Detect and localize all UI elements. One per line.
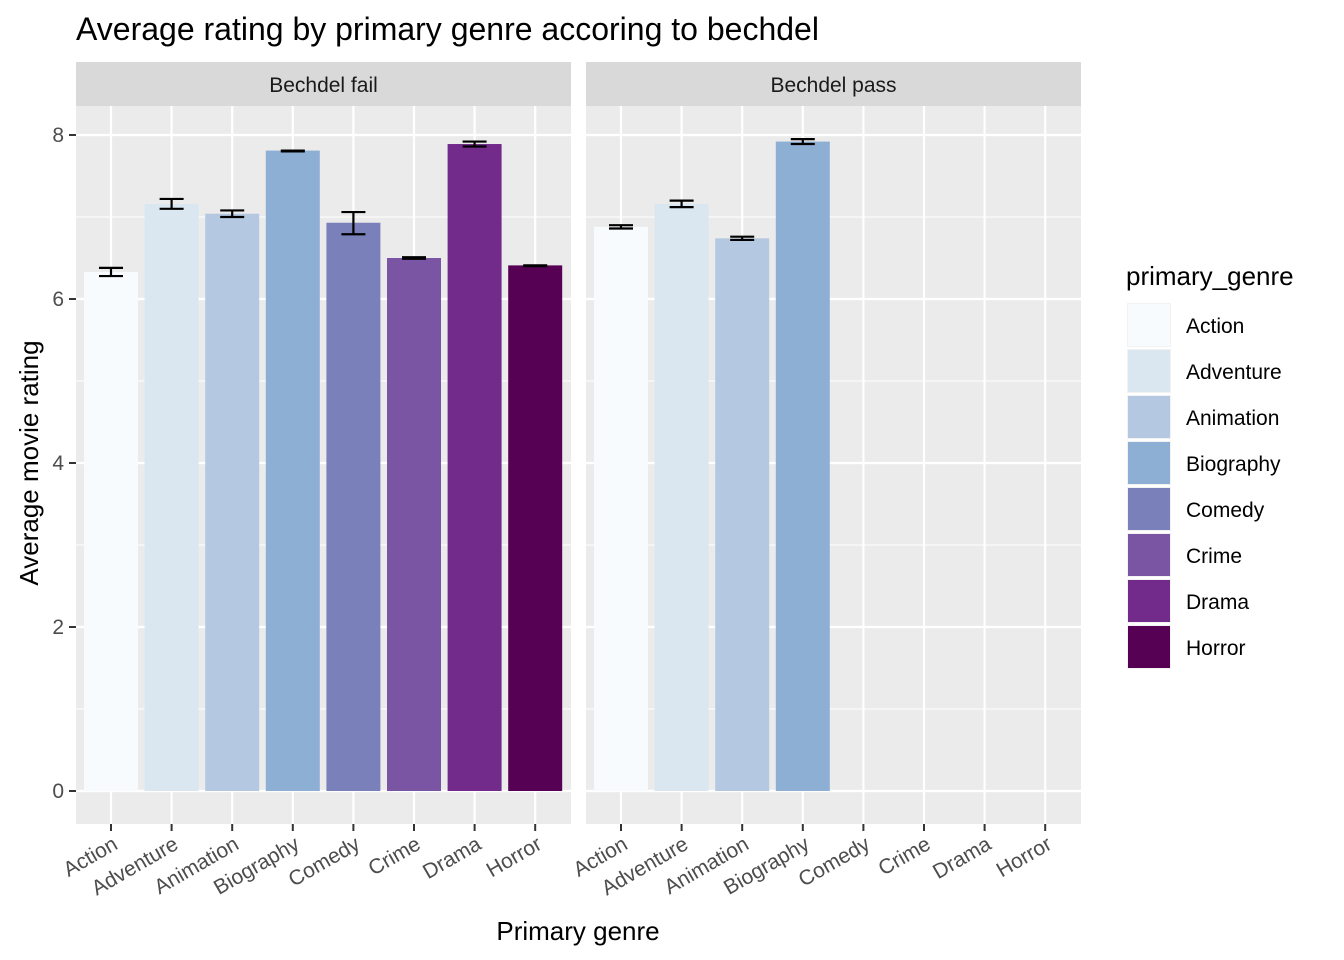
legend-key: [1128, 534, 1170, 576]
legend-label: Crime: [1186, 545, 1242, 568]
error-bar: [462, 140, 487, 148]
error-bar: [99, 266, 123, 278]
facet-panel: Bechdel passActionAdventureAnimationBiog…: [569, 62, 1081, 900]
error-bar: [402, 256, 426, 260]
bar-action: [594, 226, 648, 792]
legend-item: Drama: [1127, 579, 1249, 623]
legend: primary_genre Action Adventure Animation Bi…: [1126, 261, 1294, 669]
bar-adventure: [654, 203, 709, 791]
legend-key: [1128, 350, 1170, 392]
legend-item: Comedy: [1127, 487, 1265, 531]
bar-biography: [265, 150, 320, 791]
facet-strip: [586, 62, 1081, 106]
y-tick-label: 0: [52, 780, 64, 803]
error-bar: [280, 149, 305, 153]
x-tick-label: Horror: [483, 832, 546, 882]
x-tick-label: Crime: [365, 832, 425, 880]
error-bar: [523, 264, 548, 268]
chart-title: Average rating by primary genre accoring…: [76, 11, 819, 47]
legend-label: Comedy: [1186, 499, 1265, 522]
bar-animation: [205, 213, 260, 792]
legend-item: Action: [1127, 303, 1244, 347]
bar-animation: [715, 238, 770, 791]
bar-action: [84, 271, 138, 791]
bar-comedy: [326, 222, 381, 792]
legend-item: Adventure: [1127, 349, 1282, 393]
legend-label: Animation: [1186, 407, 1279, 430]
legend-key: [1128, 626, 1170, 668]
x-tick-label: Drama: [419, 832, 485, 884]
legend-key: [1128, 488, 1170, 530]
error-bar: [341, 210, 366, 236]
legend-label: Drama: [1186, 591, 1249, 614]
error-bar: [159, 197, 184, 210]
error-bar: [669, 199, 694, 209]
error-bar: [730, 235, 755, 242]
bar-drama: [447, 144, 502, 791]
bar-biography: [775, 141, 830, 791]
legend-item: Horror: [1127, 625, 1246, 669]
bar-adventure: [144, 203, 199, 791]
error-bar: [790, 138, 815, 146]
error-bar: [609, 224, 633, 230]
x-tick-label: Drama: [929, 832, 995, 884]
facet-strip-label: Bechdel pass: [770, 74, 896, 97]
legend-item: Biography: [1127, 441, 1281, 485]
legend-title: primary_genre: [1126, 261, 1294, 291]
legend-key: [1128, 304, 1170, 346]
legend-label: Action: [1186, 315, 1244, 338]
legend-label: Horror: [1186, 637, 1246, 660]
y-axis-title: Average movie rating: [14, 340, 44, 585]
legend-label: Adventure: [1186, 361, 1282, 384]
legend-item: Crime: [1127, 533, 1242, 577]
facet-strip: [76, 62, 571, 106]
bar-crime: [387, 258, 441, 791]
x-tick-label: Horror: [993, 832, 1056, 882]
facet-panel: Bechdel failActionAdventureAnimationBiog…: [59, 62, 571, 900]
legend-item: Animation: [1127, 395, 1279, 439]
error-bar: [220, 209, 245, 219]
legend-key: [1128, 580, 1170, 622]
bar-horror: [508, 265, 563, 791]
legend-label: Biography: [1186, 453, 1281, 476]
y-tick-label: 6: [52, 288, 64, 311]
x-axis-title: Primary genre: [496, 916, 659, 946]
facet-strip-label: Bechdel fail: [269, 74, 378, 97]
x-tick-label: Crime: [875, 832, 935, 880]
y-tick-label: 2: [52, 616, 64, 639]
y-tick-label: 4: [52, 452, 64, 475]
facet-panels: Bechdel failActionAdventureAnimationBiog…: [52, 62, 1081, 900]
legend-key: [1128, 442, 1170, 484]
legend-key: [1128, 396, 1170, 438]
y-tick-label: 8: [52, 124, 64, 147]
